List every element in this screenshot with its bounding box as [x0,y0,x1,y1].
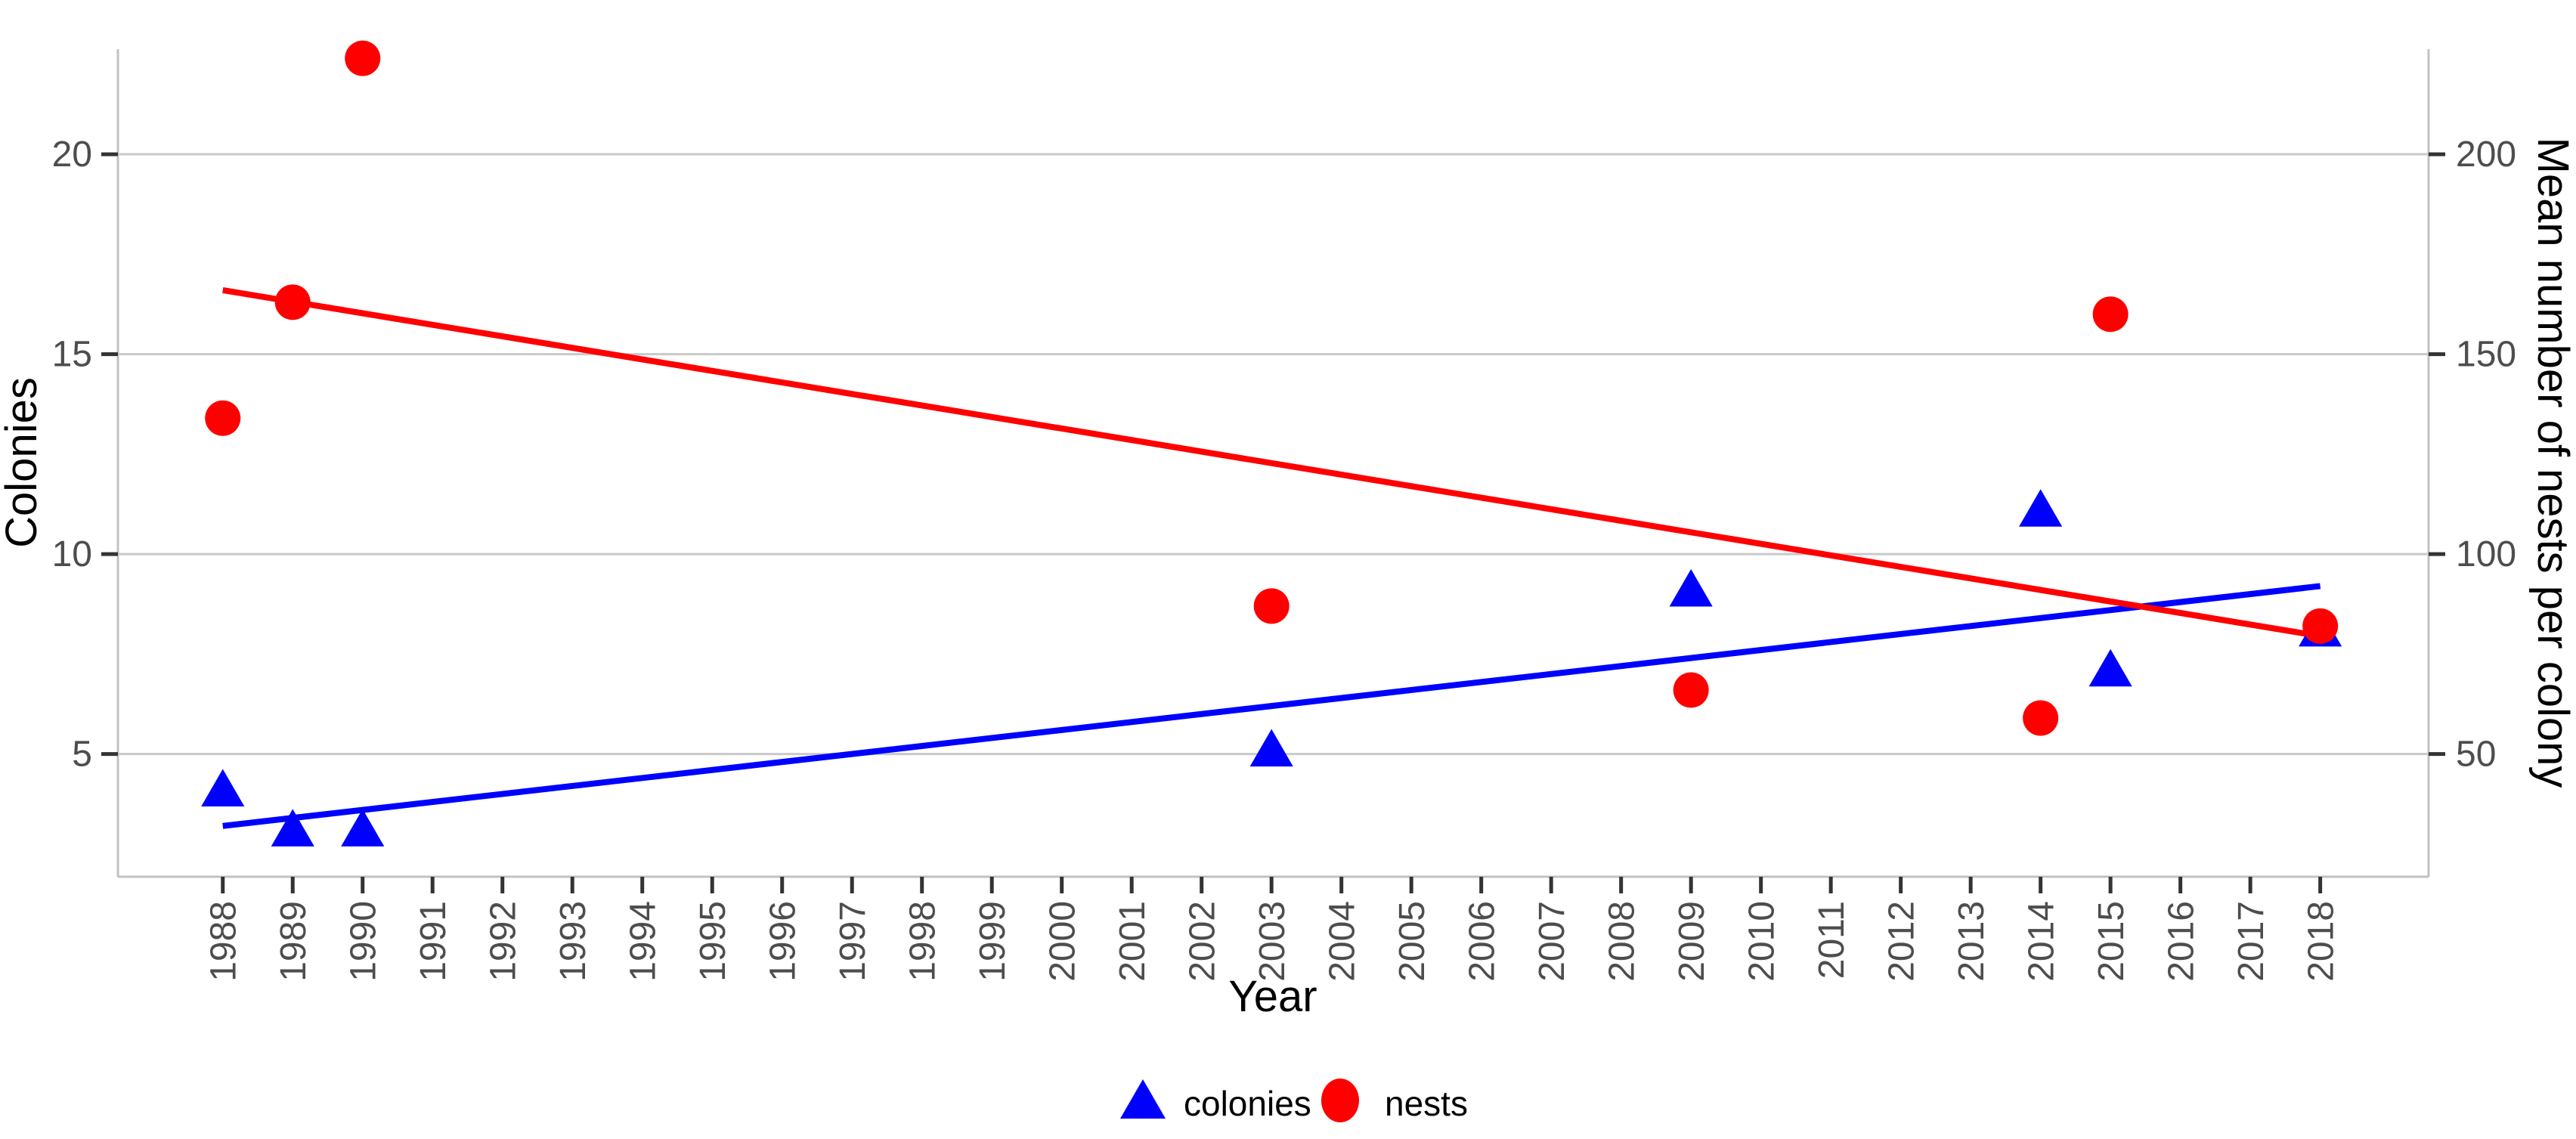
nests-point-2018 [2302,608,2339,644]
legend-colonies-label: colonies [1184,1084,1311,1123]
x-tick-label-2008: 2008 [1602,901,1643,982]
x-tick-label-2006: 2006 [1463,901,1503,982]
colonies-point-1990 [341,809,385,847]
x-tick-label-1994: 1994 [624,901,664,982]
legend-colonies-triangle-icon [1120,1079,1166,1119]
colonies-point-2003 [1249,729,1293,767]
nests-point-1988 [205,400,241,436]
nests-point-2009 [1673,672,1709,708]
nests-point-2003 [1253,588,1290,624]
x-tick-label-2010: 2010 [1742,901,1782,982]
nests-trend-line [222,287,2321,639]
y-right-tick-label-100: 100 [2456,534,2516,574]
x-tick-label-1991: 1991 [413,901,454,982]
x-tick-label-2012: 2012 [1882,901,1922,982]
y-left-tick-label-15: 15 [52,335,92,375]
x-tick-label-2015: 2015 [2091,901,2132,982]
x-tick-label-1996: 1996 [763,901,803,982]
nests-point-1989 [274,284,311,320]
colonies-point-1988 [201,769,245,806]
x-tick-label-2014: 2014 [2022,901,2062,982]
x-tick-label-2018: 2018 [2302,901,2342,982]
x-tick-label-1993: 1993 [553,901,593,982]
x-tick-label-2017: 2017 [2231,901,2271,982]
y-right-tick-label-200: 200 [2456,135,2516,175]
y-right-tick-label-50: 50 [2456,735,2496,775]
nests-point-2015 [2092,296,2129,333]
y-axis-title-left: Colonies [0,377,46,548]
x-tick-label-2013: 2013 [1952,901,1992,982]
y-left-tick-label-5: 5 [72,735,92,775]
x-axis-title: Year [1228,972,1317,1021]
colonies-point-2015 [2088,648,2132,687]
colonies-point-2014 [2019,489,2063,527]
x-tick-label-1999: 1999 [973,901,1013,982]
nests-point-1990 [345,40,381,76]
x-tick-label-1988: 1988 [204,901,244,982]
x-tick-label-2007: 2007 [1532,901,1572,982]
x-tick-label-2003: 2003 [1252,901,1293,982]
x-tick-label-2001: 2001 [1113,901,1153,982]
data-points-group [201,40,2342,847]
y-left-tick-label-20: 20 [52,135,92,175]
x-tick-label-1998: 1998 [903,901,943,982]
x-tick-label-1997: 1997 [833,901,873,982]
colonies-trend-line [222,583,2321,829]
gridlines-group [118,153,2429,756]
legend-nests-label: nests [1385,1084,1468,1123]
x-tick-label-2009: 2009 [1672,901,1712,982]
y-axis-title-right: Mean number of nests per colony [2528,138,2576,788]
nests-point-2014 [2023,700,2059,736]
tick-marks-group [101,152,2445,893]
trend-lines-group [222,287,2321,829]
y-right-tick-label-150: 150 [2456,335,2516,375]
tick-labels-group: 1988 1989 1990 1991 1992 1993 1994 1995 1996 1997… [52,135,2516,982]
x-tick-label-1989: 1989 [274,901,314,982]
x-tick-label-2002: 2002 [1183,901,1223,982]
x-tick-label-2005: 2005 [1392,901,1432,982]
x-tick-label-1995: 1995 [693,901,733,982]
x-tick-label-2011: 2011 [1812,901,1852,979]
legend-nests-circle-icon [1321,1079,1359,1122]
x-tick-label-1990: 1990 [344,901,384,982]
x-tick-label-1992: 1992 [484,901,524,982]
legend: colonies nests [1120,1079,1468,1123]
colonies-point-1989 [271,809,314,847]
x-tick-label-2000: 2000 [1043,901,1083,982]
y-left-tick-label-10: 10 [52,534,92,574]
x-tick-label-2004: 2004 [1323,901,1363,982]
x-tick-label-2016: 2016 [2162,901,2202,982]
colonies-point-2009 [1669,569,1713,607]
